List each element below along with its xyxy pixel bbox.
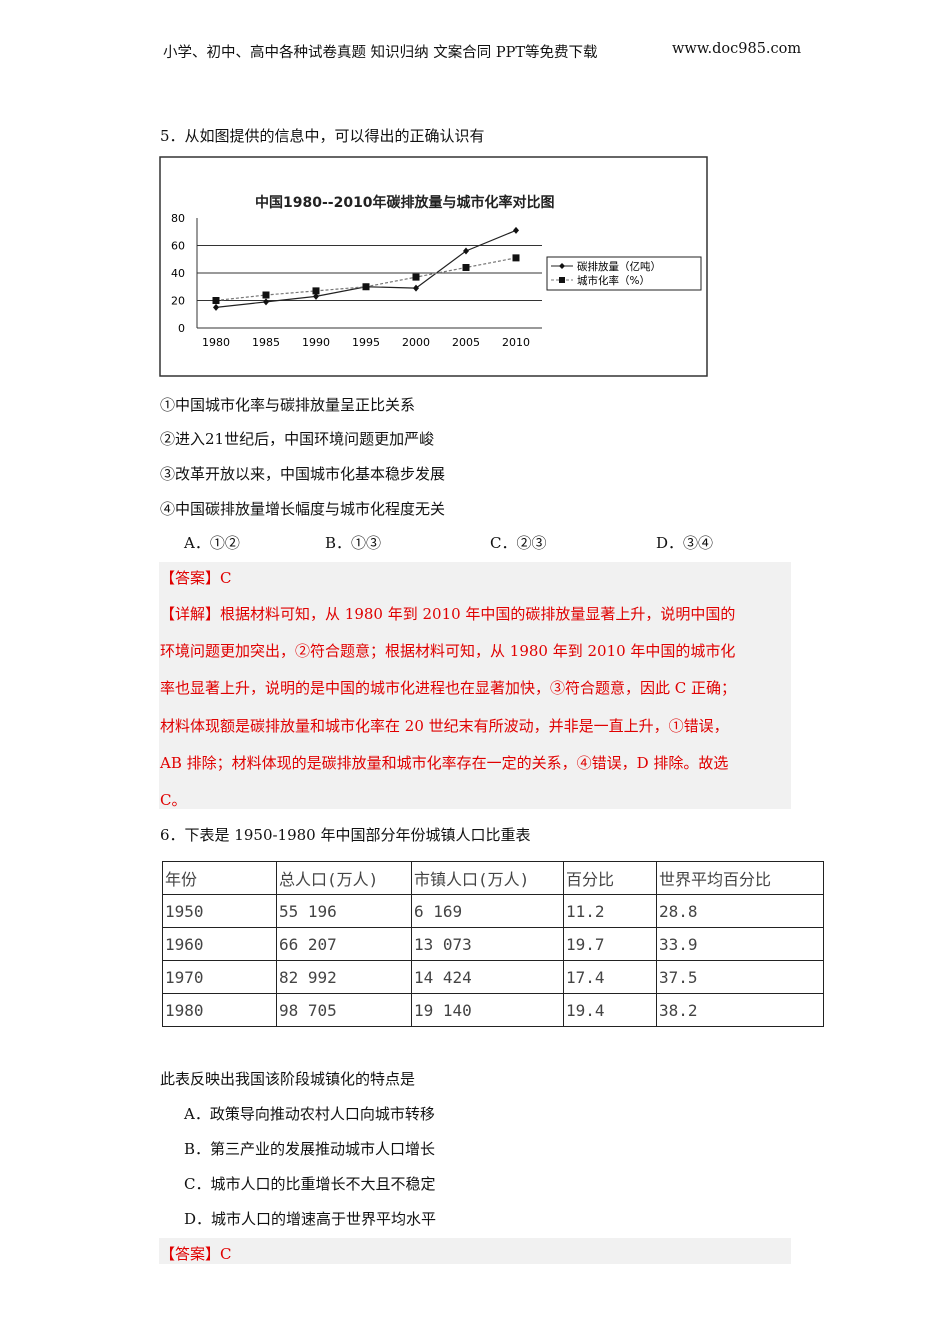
option-a: A．①② [184, 534, 240, 552]
table-cell: 28.8 [656, 894, 824, 928]
table-cell: 33.9 [656, 927, 824, 961]
header-url: www.doc985.com [672, 41, 802, 57]
legend-marker [559, 277, 565, 283]
table-cell: 1980 [162, 993, 277, 1027]
x-tick-label: 1985 [252, 336, 280, 349]
table-row: 1950 55 196 6 169 11.2 28.8 [162, 894, 824, 928]
table-cell: 66 207 [276, 927, 412, 961]
explain-line: 环境问题更加突出，②符合题意；根据材料可知，从 1980 年到 2010 年中国… [160, 642, 736, 660]
legend-box [546, 256, 702, 291]
table-row: 1980 98 705 19 140 19.4 38.2 [162, 993, 824, 1027]
data-point [262, 291, 270, 299]
data-point [413, 284, 419, 292]
header-text: 小学、初中、高中各种试卷真题 知识归纳 文案合同 PPT等免费下载 [163, 45, 598, 61]
option-b: B．①③ [325, 534, 382, 552]
table-cell: 55 196 [276, 894, 412, 928]
table-cell: 38.2 [656, 993, 824, 1027]
explain-line: 率也显著上升，说明的是中国的城市化进程也在显著加快，③符合题意，因此 C 正确； [160, 679, 737, 697]
q6-option-c: C．城市人口的比重增长不大且不稳定 [184, 1175, 436, 1193]
data-point [512, 254, 520, 262]
data-point [462, 264, 470, 271]
statement-1: ①中国城市化率与碳排放量呈正比关系 [160, 396, 416, 414]
x-tick-label: 2000 [402, 336, 430, 349]
table-cell: 37.5 [656, 960, 824, 994]
legend-marker [559, 263, 565, 269]
table-cell: 11.2 [563, 894, 657, 928]
data-point [212, 297, 220, 304]
x-tick-label: 2010 [502, 336, 530, 349]
option-c: C．②③ [490, 534, 547, 552]
table-cell: 17.4 [563, 960, 657, 994]
table-header-row: 年份 总人口(万人) 市镇人口(万人) 百分比 世界平均百分比 [162, 861, 824, 895]
data-point [513, 226, 519, 234]
explain-line: 【详解】根据材料可知，从 1980 年到 2010 年中国的碳排放量显著上升，说… [160, 605, 736, 623]
explain-line: AB 排除；材料体现的是碳排放量和城市化率存在一定的关系，④错误，D 排除。故选 [160, 754, 729, 772]
table-cell: 13 073 [411, 927, 564, 961]
y-tick-label: 20 [171, 295, 185, 308]
table-cell: 98 705 [276, 993, 412, 1027]
x-tick-label: 1980 [202, 336, 230, 349]
statement-2: ②进入21世纪后，中国环境问题更加严峻 [160, 430, 435, 448]
chart-title: 中国1980--2010年碳排放量与城市化率对比图 [255, 194, 555, 211]
population-table: 年份 总人口(万人) 市镇人口(万人) 百分比 世界平均百分比 1950 55 1… [162, 861, 824, 1027]
table-row: 1970 82 992 14 424 17.4 37.5 [162, 960, 824, 994]
legend-label: 碳排放量（亿吨） [577, 260, 661, 273]
header-cell: 百分比 [563, 861, 657, 895]
data-point [463, 247, 469, 255]
header-cell: 世界平均百分比 [656, 861, 824, 895]
x-tick-label: 2005 [452, 336, 480, 349]
data-point [313, 292, 319, 300]
q6-answer-label: 【答案】C [160, 1245, 232, 1263]
statement-3: ③改革开放以来，中国城市化基本稳步发展 [160, 465, 446, 483]
data-point [213, 303, 219, 311]
y-tick-label: 60 [171, 240, 185, 253]
header-cell: 市镇人口(万人) [411, 861, 564, 895]
q5-stem: 5．从如图提供的信息中，可以得出的正确认识有 [160, 127, 485, 145]
x-tick-label: 1995 [352, 336, 380, 349]
table-cell: 19.7 [563, 927, 657, 961]
q6-option-b: B．第三产业的发展推动城市人口增长 [184, 1140, 436, 1158]
header-cell: 年份 [162, 861, 277, 895]
q6-stem: 6．下表是 1950-1980 年中国部分年份城镇人口比重表 [160, 826, 531, 844]
table-row: 1960 66 207 13 073 19.7 33.9 [162, 927, 824, 961]
table-cell: 6 169 [411, 894, 564, 928]
answer-label: 【答案】C [160, 569, 232, 587]
answer-block [159, 562, 791, 809]
legend-label: 城市化率（%） [577, 274, 650, 287]
table-cell: 1950 [162, 894, 277, 928]
explain-line: 材料体现额是碳排放量和城市化率在 20 世纪末有所波动，并非是一直上升，①错误， [160, 717, 729, 735]
y-tick-label: 0 [178, 322, 185, 335]
table-cell: 82 992 [276, 960, 412, 994]
y-tick-label: 80 [171, 212, 185, 225]
data-point [263, 298, 269, 306]
data-point [312, 287, 320, 295]
table-cell: 14 424 [411, 960, 564, 994]
table-cell: 1960 [162, 927, 277, 961]
q6-question: 此表反映出我国该阶段城镇化的特点是 [160, 1070, 416, 1088]
option-d: D．③④ [656, 534, 714, 552]
header-cell: 总人口(万人) [276, 861, 412, 895]
x-tick-label: 1990 [302, 336, 330, 349]
q6-option-d: D．城市人口的增速高于世界平均水平 [184, 1210, 437, 1228]
q6-option-a: A．政策导向推动农村人口向城市转移 [184, 1105, 435, 1123]
statement-4: ④中国碳排放量增长幅度与城市化程度无关 [160, 500, 446, 518]
table-cell: 19.4 [563, 993, 657, 1027]
chart: 中国1980--2010年碳排放量与城市化率对比图 0 20 40 60 80 1980 19… [159, 156, 708, 377]
table-cell: 19 140 [411, 993, 564, 1027]
table-cell: 1970 [162, 960, 277, 994]
data-point [412, 273, 420, 281]
data-point [362, 283, 370, 291]
explain-line: C。 [160, 791, 187, 809]
y-tick-label: 40 [171, 267, 185, 280]
q6-answer-block [159, 1238, 791, 1264]
